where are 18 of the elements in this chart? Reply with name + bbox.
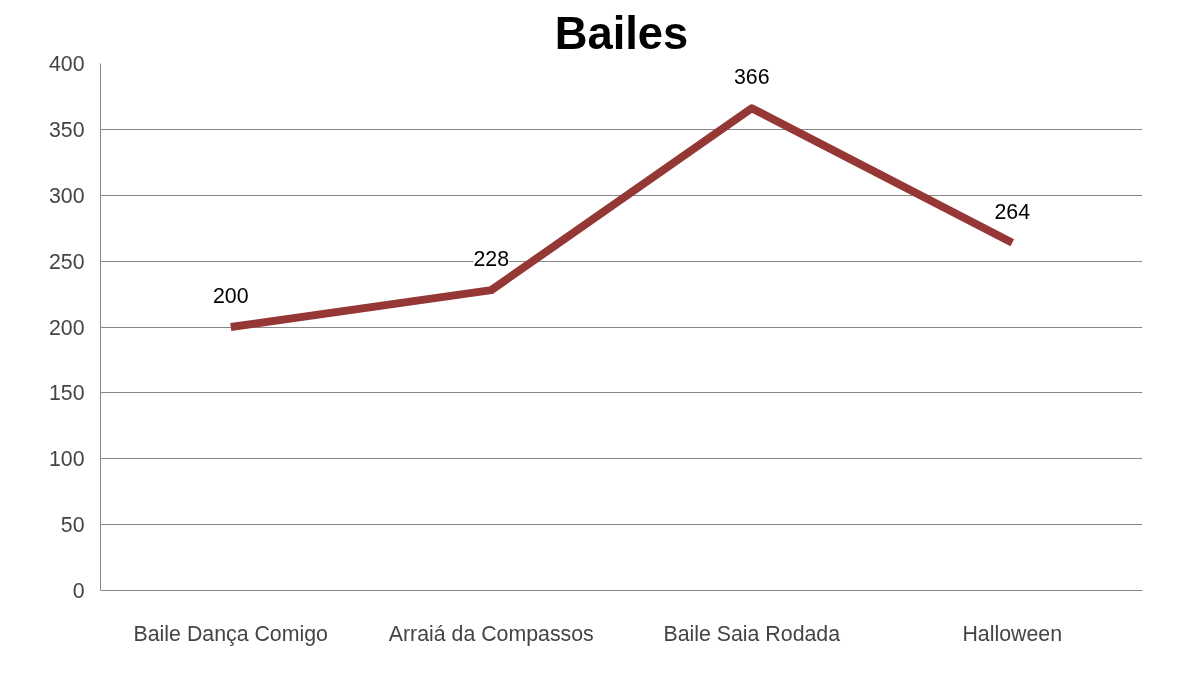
- data-label: 264: [994, 199, 1031, 224]
- y-tick-label: 100: [48, 447, 85, 472]
- x-tick-label: Halloween: [962, 621, 1063, 646]
- y-tick-label: 250: [48, 249, 85, 274]
- chart-title: Bailes: [554, 7, 689, 59]
- y-tick-label: 300: [48, 183, 85, 208]
- y-tick-label: 350: [48, 117, 85, 142]
- data-label: 200: [212, 284, 249, 308]
- x-tick-label: Arraiá da Compassos: [388, 621, 594, 646]
- y-tick-label: 150: [48, 381, 85, 406]
- data-label: 228: [473, 247, 510, 272]
- y-tick-label: 0: [72, 579, 85, 603]
- y-tick-label: 50: [60, 513, 85, 538]
- x-tick-label: Baile Dança Comigo: [133, 621, 328, 646]
- y-tick-label: 200: [48, 315, 85, 340]
- y-tick-label: 400: [48, 52, 85, 76]
- x-tick-label: Baile Saia Rodada: [663, 621, 841, 646]
- data-label: 366: [733, 65, 770, 90]
